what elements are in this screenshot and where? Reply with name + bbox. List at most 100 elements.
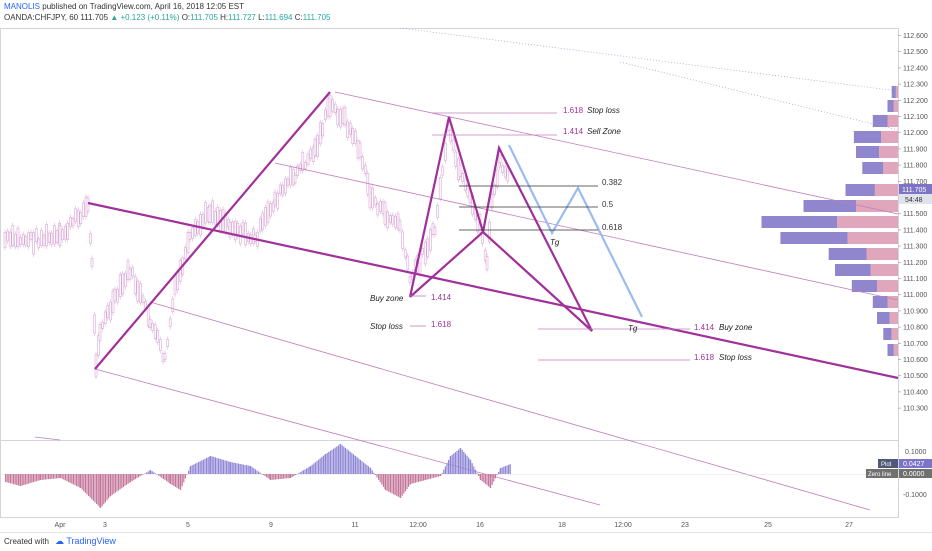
stop-loss-left-ratio: 1.618 <box>431 320 452 329</box>
tradingview-logo[interactable]: ☁ TradingView <box>55 536 116 547</box>
candle-body <box>84 196 88 217</box>
vp-bar-up <box>887 100 894 112</box>
chart-area[interactable]: 0.382 0.5 0.618 1.618 Stop loss 1.414 Se… <box>0 27 932 532</box>
candle-body <box>391 215 395 225</box>
osc-bar <box>401 474 403 496</box>
osc-bar <box>88 474 90 496</box>
price-change: ▲ +0.123 (+0.11%) <box>110 13 180 22</box>
symbol-name[interactable]: OANDA:CHFJPY, 60 <box>4 13 79 22</box>
candle-body <box>273 191 277 206</box>
osc-bar <box>207 457 209 474</box>
chart-svg[interactable]: 0.382 0.5 0.618 1.618 Stop loss 1.414 Se… <box>0 27 932 532</box>
dotted-channel <box>399 27 899 131</box>
osc-bar <box>367 466 369 474</box>
osc-bar <box>17 474 19 486</box>
osc-bar <box>138 474 140 478</box>
created-with-text: Created with <box>4 537 49 546</box>
osc-bar <box>440 474 442 476</box>
osc-bar <box>410 474 412 484</box>
vp-bar-up <box>851 280 877 292</box>
time-axis-label: 25 <box>764 522 772 529</box>
osc-bar <box>153 472 155 474</box>
osc-bar <box>419 474 421 482</box>
vp-bar-down <box>887 296 898 308</box>
candle-body <box>76 209 80 227</box>
osc-bar <box>460 448 462 474</box>
candle-body <box>3 232 7 248</box>
candle-body <box>321 123 325 137</box>
osc-bar <box>91 474 93 500</box>
vp-bar-down <box>891 328 898 340</box>
osc-bar <box>142 474 144 475</box>
osc-bar <box>79 474 81 488</box>
candle-body <box>156 330 160 343</box>
zone-lines <box>410 112 690 361</box>
osc-bar <box>206 458 208 474</box>
osc-bar <box>110 474 112 496</box>
candle-body <box>271 202 275 212</box>
osc-bar <box>434 474 436 478</box>
osc-bar <box>99 474 101 508</box>
candle-body <box>176 271 179 291</box>
osc-bar <box>114 474 116 493</box>
open-label: O: <box>181 13 191 22</box>
price-axis[interactable]: 112.600 112.500 112.400 112.300 112.200 112.1… <box>898 33 928 413</box>
buy-zone-right-text: Buy zone <box>719 323 753 332</box>
candle-body <box>208 205 212 223</box>
price-axis-label: 112.100 <box>903 114 928 121</box>
time-axis-label: 3 <box>103 522 107 529</box>
osc-bar <box>111 474 113 495</box>
candle-body <box>309 148 312 160</box>
osc-bar <box>186 474 188 475</box>
osc-bar <box>322 455 324 474</box>
candle-body <box>333 103 337 113</box>
chart-frame <box>0 28 899 518</box>
candle-body <box>173 275 177 295</box>
osc-bar <box>119 474 121 490</box>
osc-bar <box>468 457 470 474</box>
candle-body <box>188 231 192 240</box>
osc-bar <box>89 474 91 498</box>
candle-body <box>103 311 107 324</box>
vp-bar-up <box>853 131 882 143</box>
main-pattern[interactable] <box>87 91 899 380</box>
osc-bar <box>351 452 353 474</box>
osc-bar <box>214 457 216 474</box>
candle-body <box>296 165 299 176</box>
osc-bar <box>287 474 289 479</box>
candle-body <box>231 221 234 235</box>
author-link[interactable]: MANOLIS <box>4 2 41 11</box>
osc-bar <box>40 474 42 480</box>
osc-bar <box>242 464 244 474</box>
osc-bar <box>484 474 486 484</box>
osc-bar <box>296 474 298 475</box>
osc-bar <box>486 474 488 486</box>
price-axis-label: 112.000 <box>903 130 928 137</box>
candle-body <box>86 197 90 212</box>
candle-body <box>304 161 307 170</box>
osc-bar <box>108 474 110 499</box>
osc-bar <box>504 466 506 474</box>
vp-bar-up <box>872 115 888 127</box>
osc-bar <box>196 462 198 474</box>
open-value: 111.705 <box>190 13 218 22</box>
high-label: H: <box>220 13 229 22</box>
osc-bar <box>464 453 466 474</box>
osc-bar <box>358 458 360 474</box>
time-axis-label: 23 <box>681 522 689 529</box>
candle-body <box>71 218 75 227</box>
osc-zero-badge <box>899 469 932 478</box>
osc-bar <box>178 474 180 489</box>
projection-path[interactable] <box>508 144 643 318</box>
osc-bar <box>76 474 78 486</box>
osc-bar <box>118 474 120 491</box>
osc-bar <box>355 456 357 474</box>
time-axis[interactable]: Apr 3 5 9 11 12:00 16 18 12:00 23 25 27 <box>55 522 853 529</box>
osc-bar <box>9 474 11 484</box>
candle-body <box>93 314 96 334</box>
osc-bar <box>193 464 195 474</box>
candle-body <box>121 273 125 295</box>
osc-bar <box>397 474 399 497</box>
osc-bar <box>171 474 173 485</box>
osc-bar <box>239 463 241 474</box>
